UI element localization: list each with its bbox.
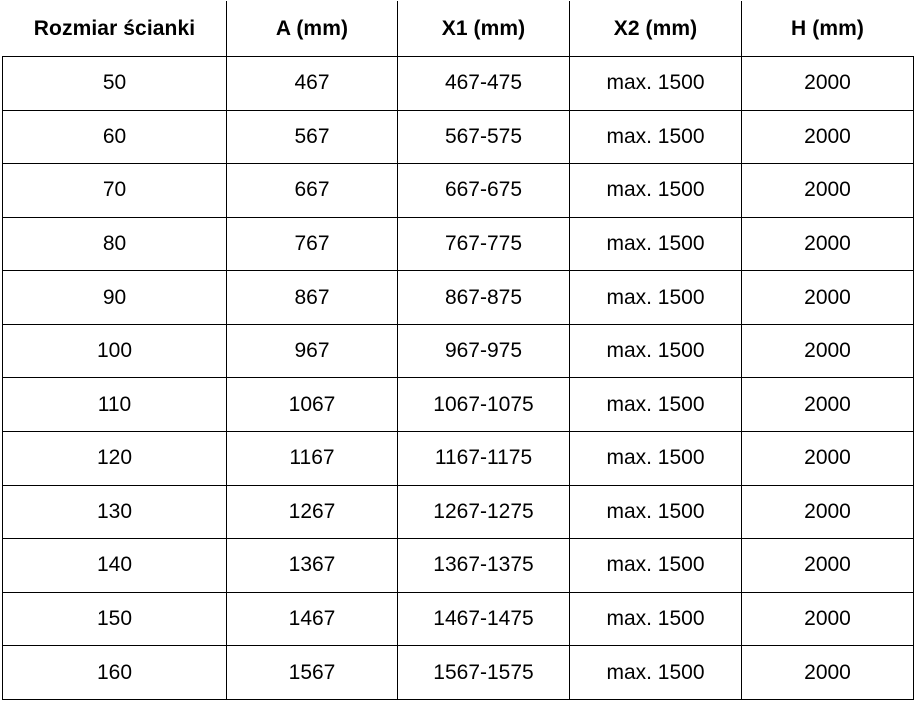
column-header-x1: X1 (mm) (397, 1, 570, 57)
cell-a: 567 (226, 109, 398, 165)
cell-a: 867 (226, 270, 398, 325)
table-row: 160 1567 1567-1575 max. 1500 2000 (2, 645, 914, 700)
cell-a: 967 (226, 323, 398, 379)
cell-x1: 1167-1175 (397, 431, 570, 486)
cell-size: 160 (2, 645, 227, 700)
cell-x1: 567-575 (397, 109, 570, 165)
cell-x2: max. 1500 (569, 163, 742, 218)
table-row: 140 1367 1367-1375 max. 1500 2000 (2, 538, 914, 593)
cell-a: 1567 (226, 645, 398, 700)
cell-h: 2000 (741, 431, 914, 486)
cell-h: 2000 (741, 216, 914, 272)
cell-x1: 1067-1075 (397, 377, 570, 433)
table-header-row: Rozmiar ścianki A (mm) X1 (mm) X2 (mm) H… (2, 1, 914, 57)
table-row: 100 967 967-975 max. 1500 2000 (2, 323, 914, 379)
cell-x1: 467-475 (397, 56, 570, 111)
cell-x2: max. 1500 (569, 377, 742, 433)
table-row: 110 1067 1067-1075 max. 1500 2000 (2, 377, 914, 433)
cell-h: 2000 (741, 377, 914, 433)
cell-a: 1467 (226, 591, 398, 647)
table-body: 50 467 467-475 max. 1500 2000 60 567 567… (2, 56, 914, 700)
cell-a: 1067 (226, 377, 398, 433)
cell-x1: 1567-1575 (397, 645, 570, 700)
cell-size: 100 (2, 323, 227, 379)
table-row: 60 567 567-575 max. 1500 2000 (2, 109, 914, 165)
table-header: Rozmiar ścianki A (mm) X1 (mm) X2 (mm) H… (2, 1, 914, 57)
cell-x2: max. 1500 (569, 270, 742, 325)
cell-h: 2000 (741, 645, 914, 700)
column-header-size: Rozmiar ścianki (2, 1, 227, 57)
cell-size: 120 (2, 431, 227, 486)
cell-a: 1267 (226, 484, 398, 540)
cell-x1: 967-975 (397, 323, 570, 379)
cell-h: 2000 (741, 484, 914, 540)
cell-x1: 667-675 (397, 163, 570, 218)
cell-size: 140 (2, 538, 227, 593)
cell-x2: max. 1500 (569, 109, 742, 165)
cell-h: 2000 (741, 270, 914, 325)
cell-size: 110 (2, 377, 227, 433)
cell-x2: max. 1500 (569, 323, 742, 379)
cell-x1: 767-775 (397, 216, 570, 272)
table-row: 50 467 467-475 max. 1500 2000 (2, 56, 914, 111)
cell-x1: 1367-1375 (397, 538, 570, 593)
cell-size: 80 (2, 216, 227, 272)
cell-size: 150 (2, 591, 227, 647)
cell-size: 60 (2, 109, 227, 165)
cell-h: 2000 (741, 109, 914, 165)
cell-a: 767 (226, 216, 398, 272)
cell-a: 467 (226, 56, 398, 111)
table-row: 70 667 667-675 max. 1500 2000 (2, 163, 914, 218)
cell-x2: max. 1500 (569, 431, 742, 486)
cell-h: 2000 (741, 323, 914, 379)
cell-x1: 1267-1275 (397, 484, 570, 540)
column-header-h: H (mm) (741, 1, 914, 57)
cell-h: 2000 (741, 591, 914, 647)
table-row: 150 1467 1467-1475 max. 1500 2000 (2, 591, 914, 647)
cell-size: 90 (2, 270, 227, 325)
cell-size: 70 (2, 163, 227, 218)
cell-x1: 1467-1475 (397, 591, 570, 647)
table-row: 80 767 767-775 max. 1500 2000 (2, 216, 914, 272)
cell-x2: max. 1500 (569, 484, 742, 540)
cell-size: 130 (2, 484, 227, 540)
cell-x2: max. 1500 (569, 216, 742, 272)
cell-h: 2000 (741, 538, 914, 593)
cell-x2: max. 1500 (569, 56, 742, 111)
table-row: 90 867 867-875 max. 1500 2000 (2, 270, 914, 325)
cell-x1: 867-875 (397, 270, 570, 325)
cell-h: 2000 (741, 56, 914, 111)
column-header-a: A (mm) (226, 1, 398, 57)
cell-x2: max. 1500 (569, 538, 742, 593)
cell-size: 50 (2, 56, 227, 111)
cell-h: 2000 (741, 163, 914, 218)
table-row: 120 1167 1167-1175 max. 1500 2000 (2, 431, 914, 486)
cell-a: 1367 (226, 538, 398, 593)
cell-x2: max. 1500 (569, 645, 742, 700)
cell-a: 667 (226, 163, 398, 218)
table-row: 130 1267 1267-1275 max. 1500 2000 (2, 484, 914, 540)
cell-x2: max. 1500 (569, 591, 742, 647)
column-header-x2: X2 (mm) (569, 1, 742, 57)
cell-a: 1167 (226, 431, 398, 486)
